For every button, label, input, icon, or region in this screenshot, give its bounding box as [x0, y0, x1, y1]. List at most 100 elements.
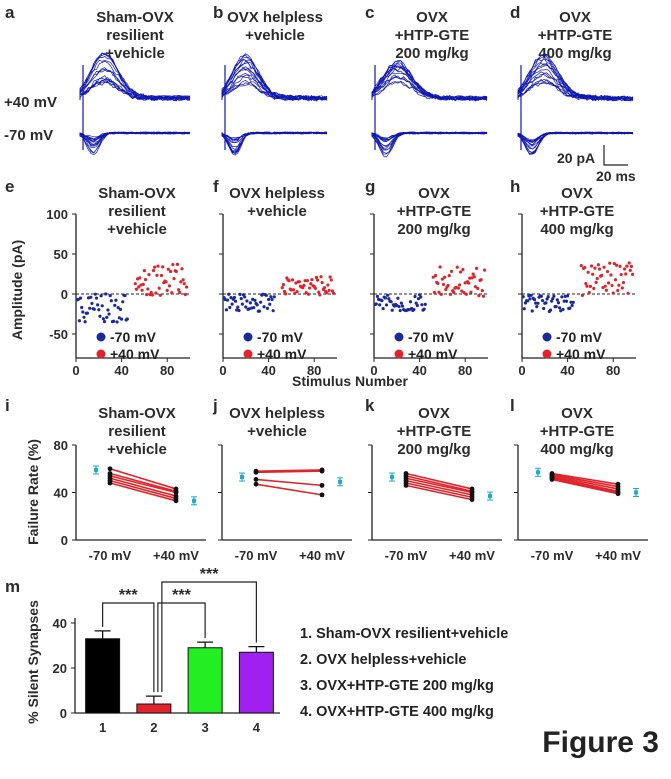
- sig-bracket-2: [161, 581, 257, 693]
- panel-letter-l: l: [510, 396, 515, 415]
- legend-dot-pos40-g: [394, 349, 404, 359]
- panel-title-h-2: 400 mg/kg: [540, 221, 613, 238]
- legend-dot-pos40-h: [542, 349, 552, 359]
- panel-letter-h: h: [510, 177, 520, 196]
- legend-neg70-f: -70 mV: [257, 329, 304, 345]
- traces-a: [79, 52, 191, 155]
- xtick-g-80: 80: [458, 363, 472, 378]
- xtick-e-40: 40: [114, 363, 128, 378]
- panel-letter-c: c: [365, 3, 374, 22]
- cell-line-l-2: [551, 475, 619, 490]
- failure-ylabel: Failure Rate (%): [25, 439, 41, 545]
- panel-title-g-0: OVX: [418, 185, 450, 202]
- panel-letter-d: d: [510, 3, 520, 22]
- bar-1: [85, 638, 121, 714]
- cell-pt-a-j-1: [253, 469, 259, 475]
- panel-title-h-1: +HTP-GTE: [540, 203, 615, 220]
- xtick-g-40: 40: [412, 363, 426, 378]
- xtick-h-0: 0: [518, 363, 525, 378]
- xtick-e-0: 0: [72, 363, 79, 378]
- sig-bracket-0: [102, 602, 155, 693]
- failure-xtick-neg70-j: -70 mV: [235, 548, 278, 563]
- mean-marker-i-0: [94, 467, 98, 472]
- panel-title-a-1: resilient: [106, 27, 164, 44]
- legend-dot-neg70-g: [394, 332, 404, 342]
- failure-xtick-neg70-l: -70 mV: [531, 548, 574, 563]
- legend-pos40-f: +40 mV: [257, 346, 307, 362]
- cell-line-l-1: [551, 473, 619, 488]
- cell-line-i-5: [109, 482, 177, 502]
- cell-pt-b-k-5: [469, 497, 475, 503]
- bar-4: [238, 651, 274, 714]
- failure-ytick-40: 40: [54, 486, 68, 501]
- cell-pt-b-i-5: [173, 498, 179, 504]
- panel-title-f-1: +vehicle: [247, 203, 307, 220]
- cell-pt-b-j-1: [319, 468, 325, 474]
- panel-letter-e: e: [5, 177, 14, 196]
- cell-line-k-3: [405, 479, 473, 496]
- bar-3: [187, 647, 223, 714]
- scale-bar-current: 20 pA: [557, 150, 595, 166]
- panel-letter-g: g: [365, 177, 375, 196]
- traces-b: [221, 53, 328, 156]
- cell-line-i-4: [109, 479, 177, 500]
- condition-1: 1. Sham-OVX resilient+vehicle: [300, 626, 509, 642]
- legend-pos40-g: +40 mV: [408, 346, 458, 362]
- panel-letter-f: f: [213, 177, 219, 196]
- scatter-points-g: [373, 265, 487, 313]
- legend-neg70-h: -70 mV: [556, 329, 603, 345]
- cell-line-j-3: [255, 483, 323, 496]
- xtick-g-0: 0: [370, 363, 377, 378]
- bar-xtick-2: 2: [150, 720, 157, 735]
- cell-pt-a-j-2: [253, 477, 259, 482]
- cell-pt-a-i-0: [107, 466, 113, 472]
- cell-line-k-4: [405, 482, 473, 499]
- panel-letter-a: a: [5, 3, 15, 22]
- panel-title-d-2: 400 mg/kg: [538, 45, 611, 62]
- panel-title-e-1: resilient: [108, 203, 166, 220]
- cell-pt-a-l-5: [549, 477, 555, 482]
- panel-title-h-0: OVX: [561, 185, 593, 202]
- cell-line-j-0: [255, 469, 323, 472]
- cell-line-i-1: [109, 472, 177, 493]
- panel-title-a-2: +vehicle: [105, 45, 165, 62]
- xtick-h-80: 80: [606, 363, 620, 378]
- sig-label-2: ***: [200, 566, 219, 583]
- scale-bar: [603, 145, 628, 166]
- cell-line-i-0: [109, 467, 177, 490]
- holding-label-pos40: +40 mV: [4, 94, 57, 111]
- cell-line-j-1: [255, 470, 323, 474]
- scatter-points-f: [222, 275, 336, 313]
- sig-label-1: ***: [172, 587, 191, 604]
- traces-c: [371, 60, 488, 158]
- cell-line-i-3: [109, 477, 177, 497]
- bar-xtick-3: 3: [202, 720, 209, 735]
- cell-line-k-5: [405, 484, 473, 501]
- panel-letter-b: b: [213, 3, 223, 22]
- legend-neg70-e: -70 mV: [110, 329, 157, 345]
- xtick-e-80: 80: [160, 363, 174, 378]
- cell-pt-b-l-5: [615, 491, 621, 497]
- legend-dot-neg70-e: [96, 332, 106, 342]
- sig-bracket-1: [157, 602, 206, 693]
- failure-ytick-0: 0: [61, 533, 68, 548]
- traces-d: [517, 53, 634, 155]
- panel-title-e-2: +vehicle: [107, 221, 167, 238]
- xtick-f-80: 80: [307, 363, 321, 378]
- condition-3: 3. OVX+HTP-GTE 200 mg/kg: [300, 678, 494, 694]
- panel-title-f-0: OVX helpless: [229, 185, 325, 202]
- panel-title-g-2: 200 mg/kg: [397, 221, 470, 238]
- bar-ytick-20: 20: [53, 661, 67, 676]
- panel-title-c-1: +HTP-GTE: [395, 27, 470, 44]
- mean-marker-l-1: [634, 490, 638, 495]
- cell-pt-a-j-3: [253, 481, 259, 487]
- panel-title-l-0: OVX: [561, 405, 593, 422]
- panel-title-i-1: resilient: [108, 423, 166, 440]
- cell-pt-b-j-2: [319, 482, 325, 488]
- panel-title-d-0: OVX: [559, 9, 591, 26]
- legend-neg70-g: -70 mV: [408, 329, 455, 345]
- scale-bar-time: 20 ms: [596, 168, 636, 184]
- panel-letter-j: j: [212, 396, 218, 415]
- panel-title-d-1: +HTP-GTE: [538, 27, 613, 44]
